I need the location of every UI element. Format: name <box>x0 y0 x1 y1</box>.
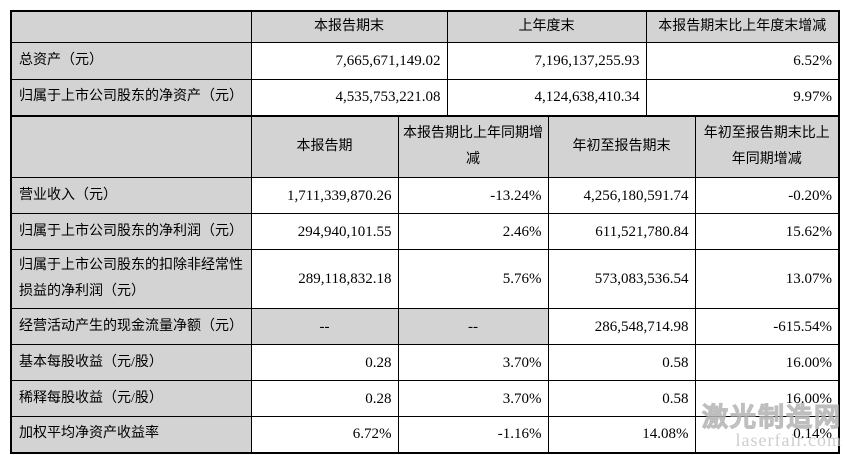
header-year-to-date: 年初至报告期末 <box>547 115 696 178</box>
cell-value: -1.16% <box>397 416 549 453</box>
row-label: 归属于上市公司股东的净利润（元） <box>10 213 252 250</box>
corner-cell <box>10 10 252 43</box>
table-row-net-profit: 归属于上市公司股东的净利润（元） 294,940,101.55 2.46% 61… <box>10 213 840 250</box>
cell-value: 7,665,671,149.02 <box>250 42 448 80</box>
row-label: 稀释每股收益（元/股） <box>10 380 252 417</box>
cell-value: -0.20% <box>694 177 840 214</box>
cell-value: 0.14% <box>694 416 840 453</box>
cell-value: 16.00% <box>694 380 840 417</box>
cell-value: 6.52% <box>645 42 840 80</box>
cell-value: 289,118,832.18 <box>250 249 399 309</box>
header-current-period-end: 本报告期末 <box>250 10 448 43</box>
cell-not-applicable: -- <box>250 308 399 345</box>
header-prior-year-end: 上年度末 <box>446 10 647 43</box>
cell-value: 6.72% <box>250 416 399 453</box>
cell-value: 611,521,780.84 <box>547 213 696 250</box>
table-row-net-profit-excl-nonrecurring: 归属于上市公司股东的扣除非经常性损益的净利润（元） 289,118,832.18… <box>10 249 840 309</box>
cell-value: 2.46% <box>397 213 549 250</box>
cell-value: -13.24% <box>397 177 549 214</box>
reporting-period-table: 本报告期 本报告期比上年同期增减 年初至报告期末 年初至报告期末比上年同期增减 … <box>10 114 840 454</box>
cell-value: 14.08% <box>547 416 696 453</box>
header-current-period: 本报告期 <box>250 115 399 178</box>
financial-summary-tables: 本报告期末 上年度末 本报告期末比上年度末增减 总资产（元） 7,665,671… <box>10 10 840 454</box>
row-label: 基本每股收益（元/股） <box>10 344 252 381</box>
cell-value: 294,940,101.55 <box>250 213 399 250</box>
cell-value: 573,083,536.54 <box>547 249 696 309</box>
table-row-operating-cash-flow: 经营活动产生的现金流量净额（元） -- -- 286,548,714.98 -6… <box>10 308 840 345</box>
row-label: 经营活动产生的现金流量净额（元） <box>10 308 252 345</box>
cell-value: 3.70% <box>397 380 549 417</box>
table-row-net-assets: 归属于上市公司股东的净资产（元） 4,535,753,221.08 4,124,… <box>10 79 840 116</box>
table-row-basic-eps: 基本每股收益（元/股） 0.28 3.70% 0.58 16.00% <box>10 344 840 381</box>
row-label: 归属于上市公司股东的净资产（元） <box>10 79 252 116</box>
cell-value: 7,196,137,255.93 <box>446 42 647 80</box>
cell-value: 9.97% <box>645 79 840 116</box>
cell-value: 0.58 <box>547 380 696 417</box>
reporting-period-header-row: 本报告期 本报告期比上年同期增减 年初至报告期末 年初至报告期末比上年同期增减 <box>10 115 840 178</box>
table-row-diluted-eps: 稀释每股收益（元/股） 0.28 3.70% 0.58 16.00% <box>10 380 840 417</box>
period-end-header-row: 本报告期末 上年度末 本报告期末比上年度末增减 <box>10 10 840 43</box>
cell-value: 0.58 <box>547 344 696 381</box>
row-label: 营业收入（元） <box>10 177 252 214</box>
header-period-end-change: 本报告期末比上年度末增减 <box>645 10 840 43</box>
row-label: 总资产（元） <box>10 42 252 80</box>
table-row-weighted-avg-roe: 加权平均净资产收益率 6.72% -1.16% 14.08% 0.14% <box>10 416 840 453</box>
period-end-table: 本报告期末 上年度末 本报告期末比上年度末增减 总资产（元） 7,665,671… <box>10 10 840 117</box>
cell-value: 4,535,753,221.08 <box>250 79 448 116</box>
cell-value: 0.28 <box>250 380 399 417</box>
table-row-revenue: 营业收入（元） 1,711,339,870.26 -13.24% 4,256,1… <box>10 177 840 214</box>
header-ytd-yoy-change: 年初至报告期末比上年同期增减 <box>694 115 840 178</box>
cell-value: 13.07% <box>694 249 840 309</box>
cell-value: -615.54% <box>694 308 840 345</box>
cell-value: 4,124,638,410.34 <box>446 79 647 116</box>
cell-value: 0.28 <box>250 344 399 381</box>
row-label: 加权平均净资产收益率 <box>10 416 252 453</box>
cell-value: 16.00% <box>694 344 840 381</box>
cell-value: 4,256,180,591.74 <box>547 177 696 214</box>
header-period-yoy-change: 本报告期比上年同期增减 <box>397 115 549 178</box>
cell-value: 1,711,339,870.26 <box>250 177 399 214</box>
cell-value: 3.70% <box>397 344 549 381</box>
cell-value: 286,548,714.98 <box>547 308 696 345</box>
cell-value: 15.62% <box>694 213 840 250</box>
cell-not-applicable: -- <box>397 308 549 345</box>
corner-cell <box>10 115 252 178</box>
table-row-total-assets: 总资产（元） 7,665,671,149.02 7,196,137,255.93… <box>10 42 840 80</box>
cell-value: 5.76% <box>397 249 549 309</box>
row-label: 归属于上市公司股东的扣除非经常性损益的净利润（元） <box>10 249 252 309</box>
